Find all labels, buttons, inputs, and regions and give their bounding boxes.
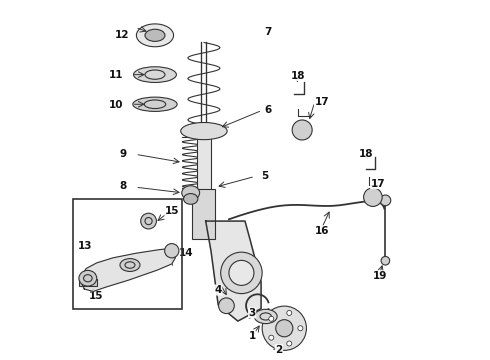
Bar [73, 199, 182, 309]
Ellipse shape [145, 29, 165, 41]
Circle shape [219, 298, 234, 314]
Text: 12: 12 [115, 30, 129, 40]
Ellipse shape [136, 24, 173, 47]
Circle shape [165, 244, 179, 258]
Text: 18: 18 [359, 149, 374, 159]
Ellipse shape [79, 270, 97, 286]
Circle shape [381, 256, 390, 265]
Polygon shape [81, 249, 175, 292]
Text: 19: 19 [372, 271, 387, 281]
Circle shape [292, 120, 312, 140]
Circle shape [220, 252, 262, 294]
Text: 1: 1 [248, 331, 256, 341]
Ellipse shape [254, 309, 277, 324]
Circle shape [269, 335, 274, 340]
Circle shape [269, 316, 274, 321]
Polygon shape [206, 221, 261, 321]
Text: 8: 8 [119, 181, 126, 191]
Text: 17: 17 [370, 179, 385, 189]
Bar [79, 279, 97, 286]
Circle shape [287, 310, 292, 315]
Text: 13: 13 [78, 241, 92, 251]
Circle shape [298, 326, 303, 331]
Ellipse shape [133, 97, 177, 111]
Text: 3: 3 [248, 308, 256, 318]
Ellipse shape [134, 67, 176, 82]
Ellipse shape [182, 186, 199, 200]
Text: 6: 6 [264, 105, 271, 115]
Circle shape [262, 306, 306, 350]
Text: 5: 5 [261, 171, 268, 181]
Text: 14: 14 [179, 248, 194, 258]
Bar [197, 137, 211, 230]
Text: 10: 10 [108, 100, 123, 110]
Text: 17: 17 [315, 97, 329, 107]
Text: 4: 4 [215, 285, 222, 295]
Text: 9: 9 [119, 149, 126, 159]
Text: 15: 15 [88, 291, 103, 301]
Text: 16: 16 [315, 226, 329, 236]
Text: 7: 7 [265, 27, 272, 37]
Text: 18: 18 [291, 71, 305, 81]
Circle shape [229, 260, 254, 285]
Circle shape [380, 195, 391, 206]
Circle shape [276, 320, 293, 337]
Ellipse shape [181, 122, 227, 140]
Text: 15: 15 [165, 206, 179, 216]
Circle shape [287, 341, 292, 346]
Ellipse shape [120, 258, 140, 271]
Ellipse shape [184, 194, 198, 204]
Circle shape [364, 188, 382, 206]
Bar [193, 189, 215, 239]
Text: 11: 11 [108, 70, 123, 80]
Text: 2: 2 [275, 345, 283, 355]
Circle shape [141, 213, 156, 229]
